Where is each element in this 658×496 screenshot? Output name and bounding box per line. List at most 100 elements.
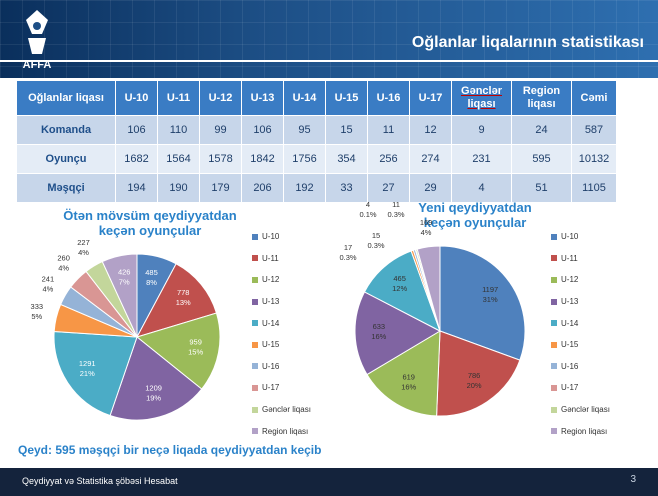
slice-label: 333 5% (31, 302, 44, 321)
table-cell: 106 (115, 115, 158, 145)
legend-swatch (551, 233, 557, 240)
legend-swatch (252, 298, 258, 305)
slice-label: 227 4% (77, 238, 90, 257)
legend-label: U-13 (262, 297, 280, 307)
legend-item: U-17 (252, 377, 311, 399)
pie-slice (53, 330, 138, 417)
legend-item: Gənclər liqası (252, 399, 311, 421)
column-header: U-13 (241, 80, 284, 116)
legend-label: Gənclər liqası (262, 405, 311, 415)
legend-swatch (551, 298, 557, 305)
slice-label: 619 16% (401, 373, 416, 392)
table-cell: 179 (199, 173, 242, 203)
legend-swatch (551, 276, 557, 283)
legend-label: U-11 (262, 253, 279, 263)
table-cell: 12 (409, 115, 452, 145)
legend-item: U-15 (252, 334, 311, 356)
legend-swatch (252, 276, 258, 283)
legend-item: U-15 (551, 334, 610, 356)
legend-label: U-10 (262, 232, 280, 242)
table-cell: 194 (115, 173, 158, 203)
chart-1-title: Ötən mövsüm qeydiyyatdan keçən oyunçular (63, 208, 237, 238)
table-cell: 106 (241, 115, 284, 145)
table-row: Komanda 106 110 99 106 95 15 11 12 9 24 … (16, 115, 617, 145)
column-header: Cəmi (571, 80, 617, 116)
legend-item: U-13 (252, 291, 311, 313)
pie-chart-previous-season: 485 8% 778 13% 959 15% 1209 19% 1291 21% 333 5% 241 4… (31, 238, 221, 421)
slice-label: 241 4% (42, 274, 55, 293)
table-row: Məşqçi 194 190 179 206 192 33 27 29 4 51… (16, 173, 617, 203)
table-cell: 256 (367, 144, 410, 174)
slice-label: 15 0.3% (367, 231, 384, 250)
legend-label: U-17 (561, 383, 579, 393)
header-stripe (0, 60, 658, 62)
legend-swatch (252, 406, 258, 413)
table-cell: 1564 (157, 144, 200, 174)
slice-label: 4 0.1% (359, 200, 376, 219)
column-header: U-16 (367, 80, 410, 116)
table-cell: 10132 (571, 144, 617, 174)
column-header: U-17 (409, 80, 452, 116)
pie-slice (439, 245, 526, 361)
legend-item: U-12 (551, 269, 610, 291)
slice-label: 17 0.3% (339, 243, 356, 262)
column-header: Region liqası (511, 80, 572, 116)
table-cell: 595 (511, 144, 572, 174)
pie-slice (363, 250, 441, 333)
pie-slice (101, 253, 138, 338)
row-label: Komanda (16, 115, 116, 145)
legend-label: U-11 (561, 253, 578, 263)
legend-swatch (551, 320, 557, 327)
pie-slice (436, 330, 521, 417)
legend-swatch (252, 233, 258, 240)
table-cell: 95 (283, 115, 326, 145)
column-header: U-14 (283, 80, 326, 116)
legend-item: U-11 (551, 248, 610, 270)
legend-label: U-14 (262, 318, 280, 328)
slice-label: 778 13% (176, 288, 191, 307)
chart-2-legend: U-10 U-11 U-12 U-13 U-14 U-15 U-16 U-17 Gənclər … (551, 226, 610, 442)
legend-swatch (252, 255, 258, 262)
table-cell: 110 (157, 115, 200, 145)
column-header: U-11 (157, 80, 200, 116)
column-header: U-10 (115, 80, 158, 116)
pie-chart-new-registrations: 1197 31% 786 20% 619 16% 633 16% 465 12% 17 0.3% 15 0… (339, 200, 526, 417)
column-header: Gənclər liqası (451, 80, 512, 116)
slice-label: 959 15% (188, 337, 203, 356)
legend-item: U-14 (551, 312, 610, 334)
legend-swatch (252, 428, 258, 435)
slice-label: 485 8% (145, 268, 158, 287)
footer-text: Qeydiyyat və Statistika şöbəsi Hesabat (22, 476, 178, 486)
slice-label: 633 16% (371, 322, 386, 341)
legend-item: U-16 (252, 356, 311, 378)
slice-label: 1291 21% (79, 359, 96, 378)
legend-label: U-12 (262, 275, 280, 285)
legend-swatch (551, 406, 557, 413)
pie-slice (354, 291, 442, 376)
legend-item: U-16 (551, 356, 610, 378)
page-number: 3 (630, 474, 636, 485)
slice-label: 11 0.3% (387, 200, 404, 219)
legend-label: U-15 (561, 340, 579, 350)
slice-label: 260 4% (57, 254, 70, 273)
column-header: U-12 (199, 80, 242, 116)
pie-slice (109, 336, 203, 421)
slide-title: Oğlanlar liqalarının statistikası (411, 34, 644, 51)
legend-item: Region liqası (252, 420, 311, 442)
footnote: Qeyd: 595 məşqçi bir neçə liqada qeydiyy… (18, 443, 322, 457)
table-cell: 190 (157, 173, 200, 203)
table-cell: 24 (511, 115, 572, 145)
legend-swatch (551, 384, 557, 391)
legend-item: U-10 (551, 226, 610, 248)
slide-header: AFFA Oğlanlar liqalarının statistikası (0, 0, 658, 78)
legend-label: U-16 (262, 361, 280, 371)
legend-label: Region liqası (561, 426, 608, 436)
slice-label: 1197 31% (482, 285, 498, 304)
table-cell: 51 (511, 173, 572, 203)
table-cell: 587 (571, 115, 617, 145)
legend-label: Region liqası (262, 426, 309, 436)
table-cell: 1682 (115, 144, 158, 174)
table-cell: 99 (199, 115, 242, 145)
slice-label: 786 20% (467, 371, 482, 390)
legend-label: U-16 (561, 361, 579, 371)
